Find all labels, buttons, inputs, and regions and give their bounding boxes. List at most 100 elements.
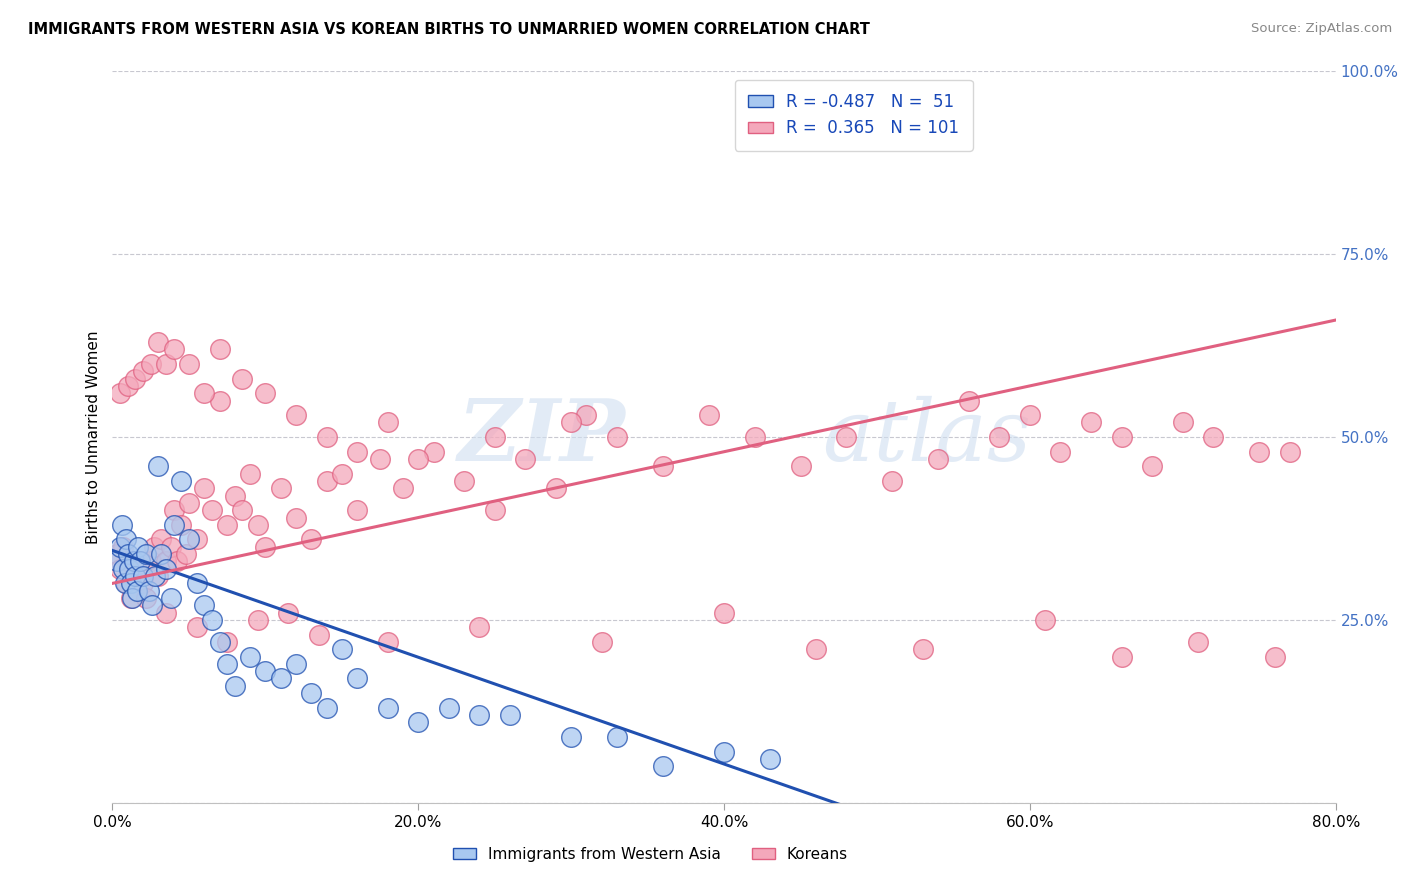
Point xyxy=(170,474,193,488)
Point xyxy=(108,386,131,401)
Point xyxy=(159,540,181,554)
Point xyxy=(132,364,155,378)
Point xyxy=(652,759,675,773)
Point xyxy=(346,503,368,517)
Point xyxy=(170,517,193,532)
Point xyxy=(408,452,430,467)
Point xyxy=(155,357,177,371)
Point xyxy=(484,503,506,517)
Point xyxy=(124,569,146,583)
Point xyxy=(177,496,200,510)
Point xyxy=(115,533,138,547)
Point xyxy=(1202,430,1225,444)
Point xyxy=(111,517,134,532)
Point xyxy=(208,343,231,357)
Point xyxy=(139,357,162,371)
Point xyxy=(138,583,160,598)
Point xyxy=(299,686,322,700)
Point xyxy=(166,554,188,568)
Point xyxy=(129,554,152,568)
Point xyxy=(606,730,628,744)
Point xyxy=(139,554,162,568)
Point xyxy=(150,547,173,561)
Point xyxy=(201,503,224,517)
Point xyxy=(239,649,262,664)
Point xyxy=(468,620,491,634)
Y-axis label: Births to Unmarried Women: Births to Unmarried Women xyxy=(86,330,101,544)
Point xyxy=(377,416,399,430)
Point xyxy=(499,708,522,723)
Point xyxy=(377,635,399,649)
Point xyxy=(231,503,253,517)
Point xyxy=(284,657,308,671)
Point xyxy=(789,459,811,474)
Point xyxy=(713,745,735,759)
Point xyxy=(254,664,277,678)
Text: atlas: atlas xyxy=(823,396,1031,478)
Point xyxy=(129,554,152,568)
Point xyxy=(246,613,269,627)
Point xyxy=(468,708,491,723)
Point xyxy=(112,562,135,576)
Point xyxy=(254,540,277,554)
Point xyxy=(115,576,138,591)
Point xyxy=(217,635,239,649)
Point xyxy=(606,430,628,444)
Point xyxy=(177,533,200,547)
Point xyxy=(108,540,131,554)
Point xyxy=(141,599,163,613)
Point xyxy=(575,408,598,422)
Point xyxy=(186,533,208,547)
Point xyxy=(284,408,308,422)
Legend: Immigrants from Western Asia, Koreans: Immigrants from Western Asia, Koreans xyxy=(447,841,855,868)
Point xyxy=(299,533,322,547)
Point xyxy=(121,591,143,605)
Point xyxy=(163,503,186,517)
Point xyxy=(105,554,128,568)
Point xyxy=(744,430,766,444)
Point xyxy=(108,562,131,576)
Point xyxy=(1249,444,1271,458)
Point xyxy=(193,599,215,613)
Point xyxy=(1142,459,1164,474)
Point xyxy=(155,606,177,620)
Point xyxy=(159,591,181,605)
Point xyxy=(239,467,262,481)
Point xyxy=(484,430,506,444)
Point xyxy=(105,547,128,561)
Point xyxy=(201,613,224,627)
Point xyxy=(155,562,177,576)
Point xyxy=(193,481,215,495)
Point xyxy=(208,635,231,649)
Point xyxy=(120,591,142,605)
Point xyxy=(148,569,170,583)
Point xyxy=(315,700,337,714)
Point xyxy=(224,489,246,503)
Point xyxy=(591,635,613,649)
Point xyxy=(1171,416,1194,430)
Point xyxy=(408,715,430,730)
Point xyxy=(142,540,165,554)
Point xyxy=(135,547,157,561)
Point xyxy=(315,430,337,444)
Point xyxy=(1033,613,1056,627)
Point xyxy=(957,393,980,408)
Point xyxy=(122,569,145,583)
Point xyxy=(368,452,391,467)
Point xyxy=(315,474,337,488)
Point xyxy=(254,386,277,401)
Point xyxy=(277,606,299,620)
Point xyxy=(124,371,146,385)
Point xyxy=(1278,444,1301,458)
Point xyxy=(1187,635,1209,649)
Point xyxy=(308,627,330,641)
Point xyxy=(835,430,858,444)
Point xyxy=(882,474,904,488)
Point xyxy=(346,444,368,458)
Point xyxy=(713,606,735,620)
Point xyxy=(1111,649,1133,664)
Point xyxy=(148,459,170,474)
Point xyxy=(392,481,415,495)
Point xyxy=(284,510,308,524)
Point xyxy=(135,591,157,605)
